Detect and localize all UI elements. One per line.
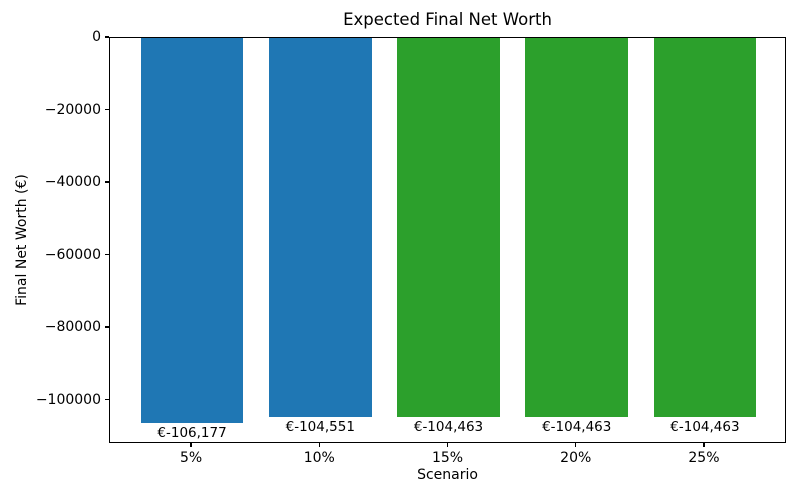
y-axis-label: Final Net Worth (€) — [14, 174, 30, 306]
y-tick-mark — [105, 108, 109, 111]
bar-value-label: €-106,177 — [157, 424, 227, 441]
x-tick-mark — [446, 443, 449, 447]
y-tick-label: −20000 — [44, 101, 101, 118]
x-tick-label: 10% — [303, 450, 335, 466]
bar-value-label: €-104,463 — [670, 418, 740, 435]
x-tick-mark — [190, 443, 192, 447]
y-tick-mark — [105, 398, 109, 401]
y-tick-mark — [105, 36, 109, 38]
y-tick-mark — [105, 253, 109, 256]
bar-20% — [525, 38, 628, 417]
y-tick-label: 0 — [92, 29, 101, 45]
x-tick-label: 15% — [431, 450, 464, 466]
y-tick-mark — [105, 181, 109, 183]
x-tick-mark — [575, 443, 577, 447]
bar-value-label: €-104,551 — [285, 418, 355, 435]
y-tick-label: −40000 — [44, 174, 101, 190]
y-tick-label: −80000 — [44, 319, 101, 335]
bar-15% — [397, 38, 500, 417]
x-tick-label: 20% — [560, 450, 592, 466]
x-tick-label: 5% — [179, 450, 203, 466]
bar-5% — [140, 38, 244, 423]
bar-value-label: €-104,463 — [542, 418, 612, 435]
x-tick-mark — [703, 443, 705, 447]
x-tick-mark — [318, 443, 320, 447]
y-tick-label: −100000 — [35, 391, 101, 408]
y-tick-label: −60000 — [44, 246, 101, 263]
bar-10% — [268, 38, 372, 417]
y-tick-mark — [105, 326, 109, 328]
bar-25% — [653, 38, 757, 417]
x-axis-label: Scenario — [417, 467, 478, 483]
plot-area: €-106,177 €-104,551 €-104,463 €-104,463 €-10… — [109, 37, 786, 443]
chart-title: Expected Final Net Worth — [343, 10, 552, 29]
x-tick-label: 25% — [688, 450, 720, 466]
bar-value-label: €-104,463 — [413, 418, 484, 435]
